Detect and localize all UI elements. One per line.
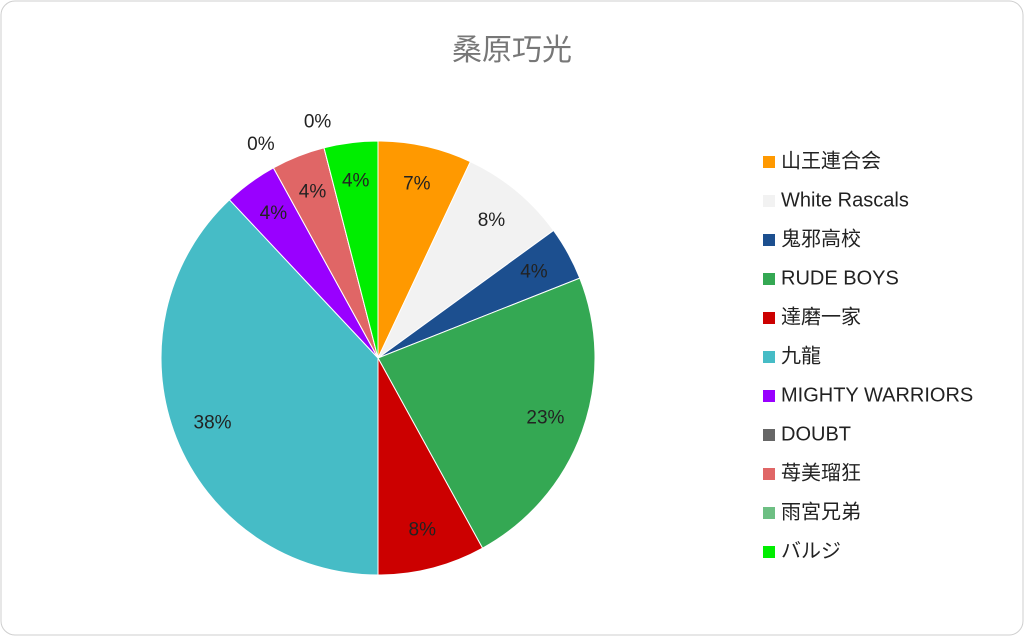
legend-label: DOUBT bbox=[781, 423, 851, 445]
legend-label: 九龍 bbox=[781, 344, 821, 367]
pie-slice bbox=[377, 277, 596, 549]
pie-slice bbox=[377, 357, 484, 576]
legend-label: バルジ bbox=[781, 540, 841, 562]
legend-label: 達磨一家 bbox=[781, 305, 861, 328]
data-label: 38% bbox=[194, 413, 232, 434]
legend-swatch bbox=[763, 312, 775, 324]
legend-label: White Rascals bbox=[781, 189, 909, 211]
data-label: 4% bbox=[520, 261, 548, 282]
legend-swatch bbox=[763, 390, 775, 402]
legend-label: 鬼邪高校 bbox=[781, 227, 861, 250]
legend-swatch bbox=[763, 507, 775, 519]
legend-label: MIGHTY WARRIORS bbox=[781, 384, 973, 406]
legend-swatch bbox=[763, 195, 775, 207]
data-label: 7% bbox=[403, 173, 431, 194]
legend-swatch bbox=[763, 546, 775, 558]
data-label: 8% bbox=[409, 519, 437, 540]
legend-swatch bbox=[763, 351, 775, 363]
data-label: 4% bbox=[299, 182, 327, 203]
data-label: 23% bbox=[526, 407, 564, 428]
legend-label: 苺美瑠狂 bbox=[781, 461, 861, 484]
data-label: 0% bbox=[304, 112, 332, 133]
data-label: 4% bbox=[342, 170, 370, 191]
legend-swatch bbox=[763, 156, 775, 168]
pie-slice bbox=[323, 140, 379, 359]
pie-slice bbox=[160, 199, 379, 576]
legend-swatch bbox=[763, 273, 775, 285]
data-label: 0% bbox=[247, 134, 275, 155]
legend-label: 雨宮兄弟 bbox=[781, 500, 861, 523]
pie-slice bbox=[377, 160, 555, 359]
legend-label: RUDE BOYS bbox=[781, 267, 899, 289]
legend-swatch bbox=[763, 429, 775, 441]
legend-swatch bbox=[763, 234, 775, 246]
data-label: 4% bbox=[260, 203, 288, 224]
legend-label: 山王連合会 bbox=[781, 149, 881, 172]
data-label: 8% bbox=[478, 210, 506, 231]
legend-swatch bbox=[763, 468, 775, 480]
chart-title: 桑原巧光 bbox=[452, 34, 572, 67]
